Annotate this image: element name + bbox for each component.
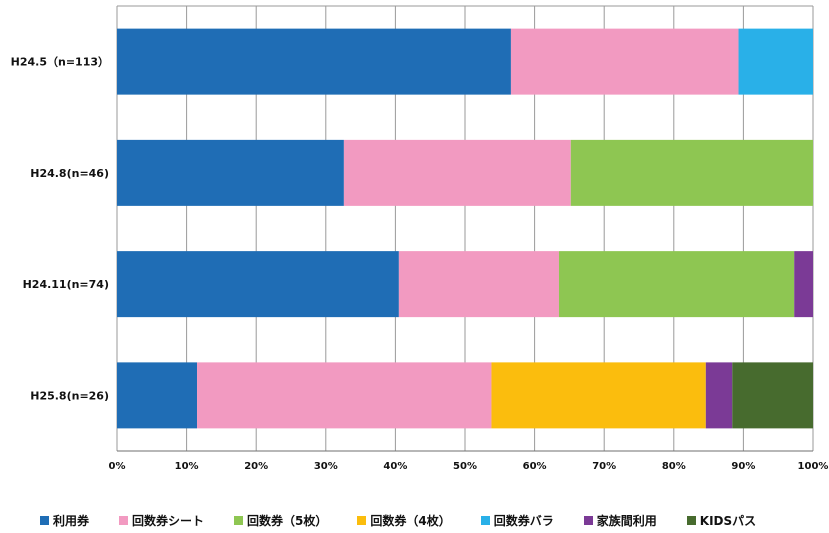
legend-swatch xyxy=(40,516,49,525)
bar-segment xyxy=(398,251,559,318)
bar-segment xyxy=(732,362,813,429)
bar-segment xyxy=(491,362,706,429)
legend-label: 回数券シート xyxy=(132,514,205,528)
category-label: H25.8(n=26) xyxy=(30,389,109,402)
legend-swatch xyxy=(480,516,490,525)
legend-swatch xyxy=(234,516,244,525)
x-tick-label: 50% xyxy=(453,461,477,472)
legend-item: 利用券 xyxy=(40,512,89,529)
x-tick-label: 70% xyxy=(592,461,616,472)
bar-segment xyxy=(558,251,795,318)
bar-segment xyxy=(117,28,511,95)
legend-item: KIDSパス xyxy=(686,512,757,529)
x-tick-label: 80% xyxy=(662,461,686,472)
x-tick-label: 30% xyxy=(314,461,338,472)
bar-segment xyxy=(510,28,739,95)
legend-label: 家族間利用 xyxy=(596,514,657,528)
bar-segment xyxy=(117,251,399,318)
legend-item: 回数券（5枚） xyxy=(234,512,327,529)
x-tick-label: 10% xyxy=(175,461,199,472)
legend-item: 家族間利用 xyxy=(583,512,657,529)
x-tick-label: 20% xyxy=(244,461,268,472)
legend-item: 回数券（4枚） xyxy=(357,512,451,529)
x-tick-labels: 0% 10% 20% 30% 40% 50% 60% 70% 80% 90% 100% xyxy=(109,461,829,472)
legend-item: 回数券バラ xyxy=(480,512,554,529)
legend-label: 回数券バラ xyxy=(493,514,554,528)
x-tick-label: 40% xyxy=(383,461,407,472)
bar-segment xyxy=(343,139,571,206)
legend-label: 回数券（4枚） xyxy=(370,514,451,528)
legend-swatch xyxy=(583,516,593,525)
bar-segment xyxy=(197,362,492,429)
category-labels: H24.5（n=113） H24.8(n=46) H24.11(n=74) H25.8… xyxy=(11,56,109,403)
legend-swatch xyxy=(119,516,129,525)
legend-label: 回数券（5枚） xyxy=(247,514,328,528)
bars-group xyxy=(117,28,813,429)
x-tick-label: 60% xyxy=(523,461,547,472)
bar-segment xyxy=(705,362,733,429)
category-label: H24.8(n=46) xyxy=(30,167,109,180)
bar-segment xyxy=(570,139,813,206)
legend-label: KIDSパス xyxy=(699,514,757,528)
bar-segment xyxy=(794,251,813,318)
category-label: H24.5（n=113） xyxy=(11,56,109,69)
category-label: H24.11(n=74) xyxy=(23,278,109,291)
bar-segment xyxy=(117,362,198,429)
legend-swatch xyxy=(686,516,696,525)
bar-segment xyxy=(738,28,813,95)
legend-item: 回数券シート xyxy=(119,512,204,529)
x-tick-label: 100% xyxy=(798,461,829,472)
chart-legend: 利用券 回数券シート 回数券（5枚） 回数券（4枚） 回数券バラ 家族間利用 KIDSパス xyxy=(40,512,756,529)
bar-segment xyxy=(117,139,344,206)
legend-label: 利用券 xyxy=(53,514,90,528)
x-tick-label: 0% xyxy=(109,461,126,472)
x-tick-label: 90% xyxy=(731,461,755,472)
legend-swatch xyxy=(357,516,367,525)
